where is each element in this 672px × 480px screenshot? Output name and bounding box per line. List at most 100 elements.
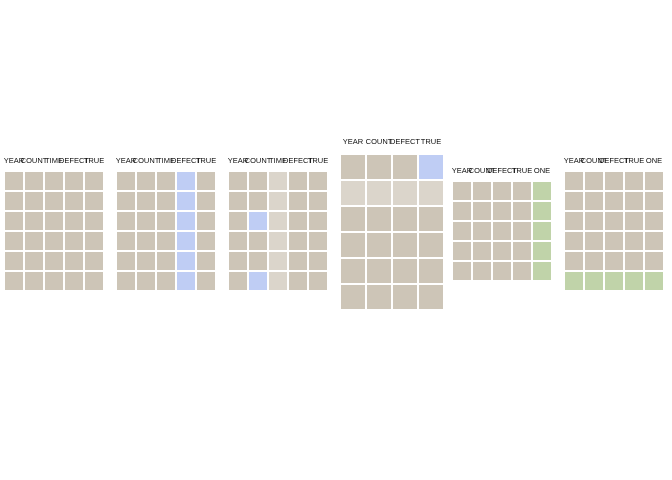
grid-cell (197, 212, 215, 230)
grid-cell (605, 232, 623, 250)
grid-cell (341, 259, 365, 283)
grid-cell (309, 212, 327, 230)
grid-cell (289, 272, 307, 290)
grid-cell (605, 272, 623, 290)
grid-cell (117, 232, 135, 250)
grid-cell (473, 262, 491, 280)
grid-cell (565, 192, 583, 210)
column-header-row: YEAR COUNT TIME DEFECT TRUE (228, 156, 328, 168)
grid-cell (473, 182, 491, 200)
column-header: DEFECT (283, 156, 313, 165)
table-panel-3: YEAR COUNT TIME DEFECT TRUE (228, 156, 328, 290)
grid-cell (533, 242, 551, 260)
grid-cell (419, 233, 443, 257)
grid-cell (137, 232, 155, 250)
grid-cell (605, 212, 623, 230)
grid-cell (341, 155, 365, 179)
grid-cell (289, 232, 307, 250)
grid-cell (45, 172, 63, 190)
grid-cell (393, 155, 417, 179)
table-panel-4: YEAR COUNT DEFECT TRUE (341, 137, 443, 309)
grid-cell (473, 222, 491, 240)
grid-cell (197, 272, 215, 290)
column-header: TRUE (511, 166, 533, 175)
grid-cell (419, 207, 443, 231)
column-header: ONE (645, 156, 663, 165)
grid-cell (45, 232, 63, 250)
grid-cell (269, 172, 287, 190)
column-header: COUNT (20, 156, 48, 165)
grid-cell (25, 232, 43, 250)
grid-cell (157, 172, 175, 190)
cell-grid (565, 172, 663, 290)
grid-cell (309, 172, 327, 190)
grid-cell (309, 232, 327, 250)
grid-cell (645, 192, 663, 210)
column-header: DEFECT (390, 137, 420, 146)
table-panel-2: YEAR COUNT TIME DEFECT TRUE (116, 156, 216, 290)
grid-cell (565, 272, 583, 290)
column-header-row: YEAR COUNT TIME DEFECT TRUE (116, 156, 216, 168)
grid-cell (565, 232, 583, 250)
grid-cell (419, 155, 443, 179)
grid-cell (565, 212, 583, 230)
grid-cell (565, 252, 583, 270)
table-panel-5: YEAR COUNT DEFECT TRUE ONE (452, 166, 551, 280)
grid-cell (585, 272, 603, 290)
column-header: COUNT (580, 156, 608, 165)
grid-cell (249, 212, 267, 230)
grid-cell (229, 272, 247, 290)
cell-grid (453, 182, 551, 280)
grid-cell (45, 192, 63, 210)
column-header-row: YEAR COUNT DEFECT TRUE ONE (563, 156, 663, 168)
column-header: YEAR (563, 156, 585, 165)
grid-cell (85, 252, 103, 270)
grid-cell (269, 192, 287, 210)
grid-cell (137, 172, 155, 190)
cell-grid (341, 155, 443, 309)
grid-cell (625, 232, 643, 250)
grid-cell (645, 232, 663, 250)
grid-cell (419, 285, 443, 309)
grid-cell (419, 181, 443, 205)
column-header: TIME (45, 156, 63, 165)
grid-cell (513, 222, 531, 240)
grid-cell (625, 272, 643, 290)
grid-cell (65, 272, 83, 290)
column-header: YEAR (342, 137, 364, 146)
column-header: TRUE (83, 156, 105, 165)
grid-cell (197, 172, 215, 190)
column-header: TIME (269, 156, 287, 165)
grid-cell (625, 192, 643, 210)
grid-cell (309, 272, 327, 290)
grid-cell (393, 285, 417, 309)
grid-cell (249, 192, 267, 210)
grid-cell (177, 212, 195, 230)
grid-cell (5, 232, 23, 250)
grid-cell (117, 272, 135, 290)
grid-cell (229, 192, 247, 210)
grid-cell (117, 192, 135, 210)
grid-cell (493, 242, 511, 260)
grid-cell (85, 172, 103, 190)
grid-cell (585, 192, 603, 210)
grid-cell (625, 212, 643, 230)
grid-cell (493, 262, 511, 280)
grid-cell (177, 272, 195, 290)
grid-cell (45, 272, 63, 290)
grid-cell (157, 212, 175, 230)
column-header: ONE (533, 166, 551, 175)
grid-cell (605, 192, 623, 210)
grid-cell (341, 233, 365, 257)
column-header: COUNT (132, 156, 160, 165)
grid-cell (453, 202, 471, 220)
grid-cell (625, 172, 643, 190)
grid-cell (65, 172, 83, 190)
grid-cell (533, 262, 551, 280)
grid-cell (453, 242, 471, 260)
grid-cell (393, 207, 417, 231)
grid-cell (493, 182, 511, 200)
grid-cell (269, 272, 287, 290)
grid-cell (341, 285, 365, 309)
column-header: DEFECT (599, 156, 629, 165)
